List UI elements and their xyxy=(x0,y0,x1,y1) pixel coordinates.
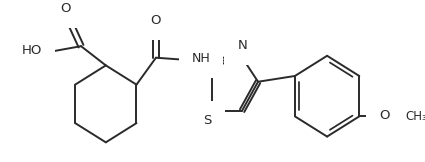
Text: O: O xyxy=(380,109,390,122)
Text: O: O xyxy=(151,14,161,27)
Text: O: O xyxy=(61,2,71,15)
Text: S: S xyxy=(204,114,212,127)
Text: N: N xyxy=(237,39,247,52)
Text: CH₃: CH₃ xyxy=(405,110,425,123)
Text: NH: NH xyxy=(191,52,210,65)
Text: HO: HO xyxy=(22,45,42,58)
